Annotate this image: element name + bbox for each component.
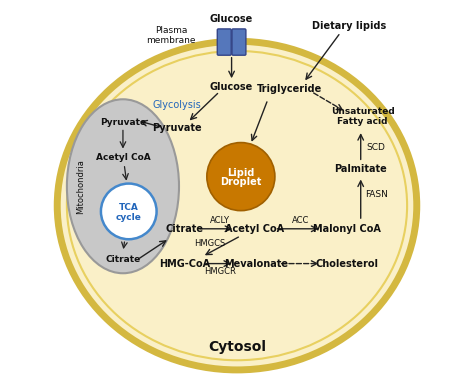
Text: HMGCS: HMGCS	[194, 239, 226, 248]
Text: Glucose: Glucose	[210, 14, 253, 24]
Text: Pyruvate: Pyruvate	[100, 118, 146, 127]
Text: Acetyl CoA: Acetyl CoA	[96, 153, 150, 162]
Ellipse shape	[57, 41, 417, 370]
Ellipse shape	[67, 99, 179, 273]
Ellipse shape	[67, 51, 407, 360]
Text: FASN: FASN	[365, 190, 388, 199]
Text: Citrate: Citrate	[166, 224, 204, 234]
Text: Plasma
membrane: Plasma membrane	[146, 26, 196, 45]
Circle shape	[207, 142, 275, 211]
Text: Cholesterol: Cholesterol	[316, 258, 379, 268]
Text: Unsaturated
Fatty acid: Unsaturated Fatty acid	[331, 107, 394, 126]
Text: HMG-CoA: HMG-CoA	[159, 258, 210, 268]
Text: Glycolysis: Glycolysis	[153, 100, 201, 110]
Text: TCA: TCA	[119, 203, 139, 212]
Circle shape	[101, 184, 156, 239]
FancyBboxPatch shape	[232, 29, 246, 55]
Text: Cytosol: Cytosol	[208, 340, 266, 354]
Text: Citrate: Citrate	[105, 255, 141, 264]
Text: Dietary lipids: Dietary lipids	[312, 21, 386, 31]
Text: SCD: SCD	[367, 143, 386, 152]
Text: Mevalonate: Mevalonate	[224, 258, 288, 268]
Text: Triglyceride: Triglyceride	[256, 84, 322, 94]
Text: Lipid: Lipid	[227, 168, 255, 178]
Text: Palmitate: Palmitate	[334, 164, 387, 174]
FancyBboxPatch shape	[217, 29, 231, 55]
Text: HMGCR: HMGCR	[204, 267, 236, 276]
Text: Droplet: Droplet	[220, 177, 262, 187]
Text: Acetyl CoA: Acetyl CoA	[225, 224, 284, 234]
Text: Mitochondria: Mitochondria	[76, 159, 85, 214]
Text: cycle: cycle	[116, 213, 142, 222]
Text: ACC: ACC	[292, 216, 310, 225]
Text: Glucose: Glucose	[210, 81, 253, 92]
Text: Malonyl CoA: Malonyl CoA	[313, 224, 381, 234]
Text: ACLY: ACLY	[210, 216, 229, 225]
Text: Pyruvate: Pyruvate	[152, 123, 202, 133]
